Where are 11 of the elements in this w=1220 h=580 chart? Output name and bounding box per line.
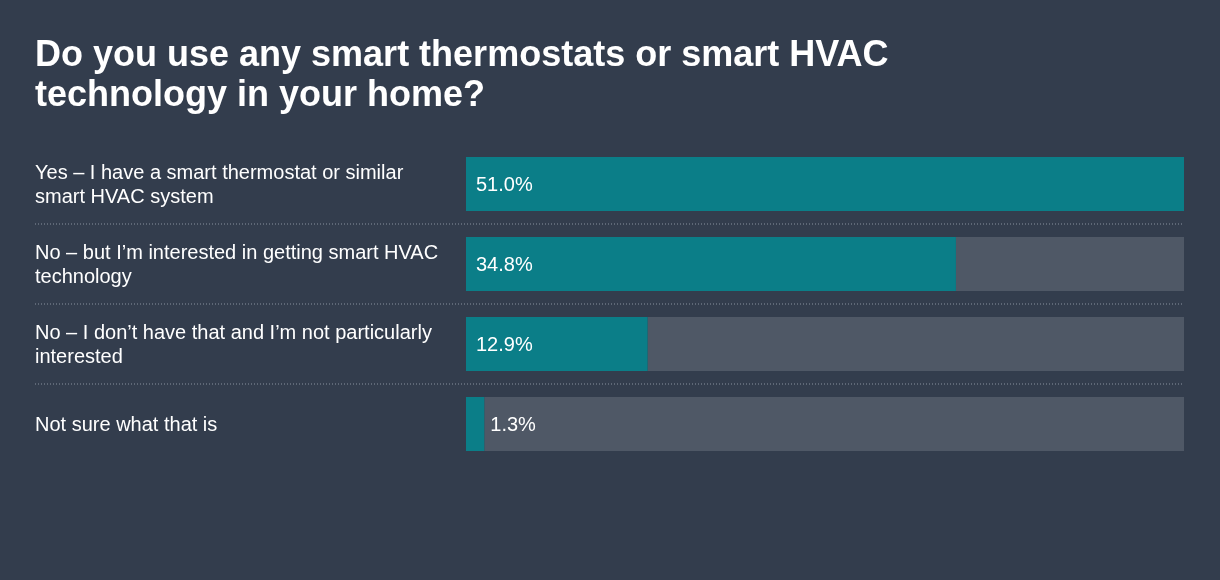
data-label: 34.8% xyxy=(476,253,533,275)
bar xyxy=(466,157,1184,211)
data-label: 12.9% xyxy=(476,333,533,355)
data-label: 1.3% xyxy=(490,413,537,435)
chart-title: Do you use any smart thermostats or smart HVAC technology in your home? xyxy=(35,33,889,114)
y-tick-label: Not sure what that is xyxy=(35,413,218,435)
bar xyxy=(466,397,485,451)
y-tick-label: No – but I’m interested in getting smart HVAC technology xyxy=(35,241,439,287)
data-label: 51.0% xyxy=(476,173,533,195)
y-tick-label: Yes – I have a smart thermostat or similar smart HVAC system xyxy=(35,161,404,207)
y-tick-label: No – I don’t have that and I’m not particularly interested xyxy=(35,321,432,367)
